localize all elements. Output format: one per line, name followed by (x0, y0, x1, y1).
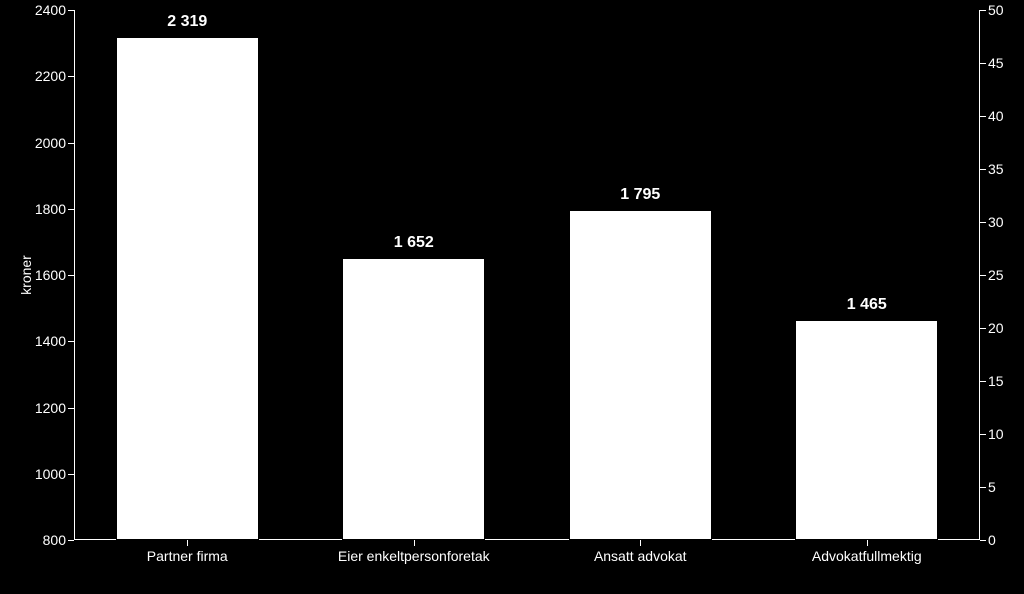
y-right-tick-mark (980, 328, 986, 329)
y-right-tick-label: 45 (988, 55, 1004, 71)
x-tick-label: Ansatt advokat (594, 548, 687, 564)
bar (569, 210, 712, 540)
bar-value-label: 1 465 (847, 296, 887, 314)
y-left-tick-label: 2400 (35, 2, 66, 18)
y-right-tick-mark (980, 540, 986, 541)
y-left-tick-mark (68, 275, 74, 276)
y-left-tick-mark (68, 76, 74, 77)
y-right-tick-mark (980, 275, 986, 276)
y-right-tick-label: 50 (988, 2, 1004, 18)
y-right-tick-label: 25 (988, 267, 1004, 283)
y-right-tick-label: 30 (988, 214, 1004, 230)
y-left-tick-label: 1600 (35, 267, 66, 283)
y-right-tick-label: 20 (988, 320, 1004, 336)
bar (795, 320, 938, 540)
y-right-tick-mark (980, 487, 986, 488)
x-tick-label: Advokatfullmektig (812, 548, 922, 564)
y-right-tick-label: 5 (988, 479, 996, 495)
y-left-tick-label: 2000 (35, 135, 66, 151)
y-right-tick-mark (980, 381, 986, 382)
y-left-tick-mark (68, 341, 74, 342)
y-left-tick-label: 800 (43, 532, 66, 548)
x-tick-label: Partner firma (147, 548, 228, 564)
y-left-tick-label: 1400 (35, 333, 66, 349)
y-right-tick-mark (980, 169, 986, 170)
x-tick-mark (640, 540, 641, 546)
y-right-tick-label: 40 (988, 108, 1004, 124)
bar-value-label: 2 319 (167, 13, 207, 31)
y-right-tick-mark (980, 116, 986, 117)
y-left-tick-label: 1000 (35, 466, 66, 482)
bar (116, 37, 259, 540)
y-left-tick-label: 2200 (35, 68, 66, 84)
y-right-tick-mark (980, 222, 986, 223)
plot-area: 8001000120014001600180020002200240005101… (74, 10, 980, 540)
x-tick-label: Eier enkeltpersonforetak (338, 548, 490, 564)
y-left-tick-label: 1200 (35, 400, 66, 416)
y-right-tick-mark (980, 10, 986, 11)
y-right-tick-mark (980, 63, 986, 64)
x-tick-mark (414, 540, 415, 546)
y-left-tick-label: 1800 (35, 201, 66, 217)
y-left-tick-mark (68, 474, 74, 475)
y-axis-left (74, 10, 75, 540)
y-right-tick-mark (980, 434, 986, 435)
x-tick-mark (187, 540, 188, 546)
bar-value-label: 1 795 (620, 186, 660, 204)
y-right-tick-label: 35 (988, 161, 1004, 177)
y-left-tick-mark (68, 10, 74, 11)
y-right-tick-label: 0 (988, 532, 996, 548)
bar-value-label: 1 652 (394, 234, 434, 252)
x-tick-mark (867, 540, 868, 546)
bar (342, 258, 485, 540)
y-right-tick-label: 15 (988, 373, 1004, 389)
y-right-tick-label: 10 (988, 426, 1004, 442)
y-left-tick-mark (68, 143, 74, 144)
y-axis-label: kroner (18, 255, 34, 295)
y-left-tick-mark (68, 540, 74, 541)
y-left-tick-mark (68, 209, 74, 210)
y-left-tick-mark (68, 408, 74, 409)
